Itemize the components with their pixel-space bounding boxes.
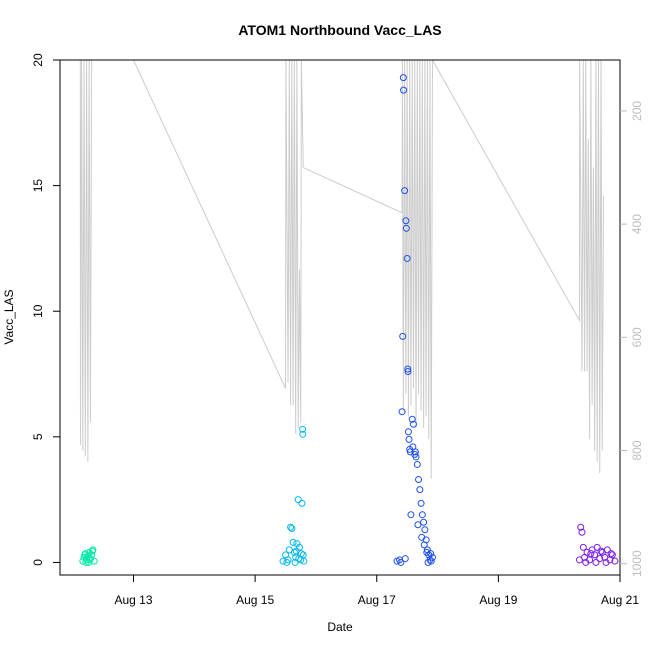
x-tick-label: Aug 15	[236, 593, 274, 607]
y2-axis: 200 400 600 800 1000	[620, 101, 644, 577]
line-series-layer	[79, 60, 605, 479]
data-point-series-2	[299, 430, 307, 438]
data-point-series-3	[407, 511, 415, 519]
y-tick-label: 5	[31, 433, 45, 440]
data-point-series-3	[412, 453, 420, 461]
data-point-series-3	[418, 533, 426, 541]
data-point-series-4	[587, 550, 595, 558]
data-point-series-2	[283, 558, 291, 566]
data-point-series-3	[428, 553, 436, 561]
data-point-series-3	[415, 476, 423, 484]
data-point-series-2	[294, 496, 302, 504]
data-point-series-3	[411, 448, 419, 456]
data-point-series-1	[81, 551, 89, 559]
y-axis: 0 5 10 15 20	[31, 53, 60, 566]
data-point-series-3	[401, 555, 409, 563]
data-point-series-2	[279, 557, 287, 565]
data-point-series-4	[608, 551, 616, 559]
data-point-series-4	[596, 555, 604, 563]
data-point-series-2	[288, 525, 296, 533]
data-point-series-3	[423, 548, 431, 556]
secondary-line-series	[79, 60, 605, 479]
plot-frame	[59, 59, 621, 576]
data-point-series-3	[421, 526, 429, 534]
data-point-series-4	[578, 528, 586, 536]
data-point-series-1	[85, 558, 93, 566]
data-point-series-2	[291, 558, 299, 566]
data-point-series-3	[405, 435, 413, 443]
data-point-series-3	[427, 557, 435, 565]
data-point-series-4	[603, 546, 611, 554]
data-point-series-1	[88, 547, 96, 555]
data-point-series-3	[420, 541, 428, 549]
data-point-series-3	[404, 368, 412, 376]
y-axis-label: Vacc_LAS	[2, 289, 16, 344]
x-axis: Aug 13 Aug 15 Aug 17 Aug 19 Aug 21	[114, 575, 639, 607]
data-point-series-4	[593, 543, 601, 551]
data-point-series-4	[591, 551, 599, 559]
y-tick-label: 15	[31, 179, 45, 193]
data-point-series-3	[417, 499, 425, 507]
data-point-series-3	[420, 518, 428, 526]
data-point-series-3	[414, 521, 422, 529]
data-point-series-3	[399, 332, 407, 340]
data-point-series-3	[418, 511, 426, 519]
data-point-series-3	[424, 558, 432, 566]
y-tick-label: 10	[31, 304, 45, 318]
point-series-layer	[79, 74, 619, 566]
data-point-series-3	[402, 224, 410, 232]
x-tick-label: Aug 21	[601, 593, 639, 607]
x-tick-label: Aug 19	[479, 593, 517, 607]
data-point-series-3	[402, 217, 410, 225]
data-point-series-3	[400, 86, 408, 94]
data-point-series-3	[408, 415, 416, 423]
data-point-series-4	[579, 543, 587, 551]
y2-tick-label: 400	[630, 214, 644, 234]
data-point-series-2	[287, 523, 295, 531]
data-point-series-4	[607, 550, 615, 558]
data-point-series-3	[416, 486, 424, 494]
data-point-series-2	[298, 499, 306, 507]
data-point-series-3	[427, 550, 435, 558]
data-point-series-3	[409, 420, 417, 428]
y2-tick-label: 1000	[630, 550, 644, 577]
y2-tick-label: 600	[630, 327, 644, 347]
x-axis-label: Date	[327, 620, 353, 634]
data-point-series-4	[602, 558, 610, 566]
data-point-series-3	[397, 558, 405, 566]
data-point-series-4	[577, 523, 585, 531]
data-point-series-4	[597, 547, 605, 555]
y2-tick-label: 200	[630, 101, 644, 121]
y-tick-label: 20	[31, 53, 45, 67]
data-point-series-2	[289, 538, 297, 546]
data-point-series-3	[401, 187, 409, 195]
y-tick-label: 0	[31, 559, 45, 566]
data-point-series-3	[399, 74, 407, 82]
data-point-series-3	[404, 428, 412, 436]
data-point-series-4	[592, 558, 600, 566]
x-tick-label: Aug 13	[114, 593, 152, 607]
data-point-series-3	[398, 408, 406, 416]
y2-tick-label: 800	[630, 440, 644, 460]
data-point-series-3	[403, 254, 411, 262]
data-point-series-3	[413, 460, 421, 468]
data-point-series-3	[404, 365, 412, 373]
data-point-series-2	[299, 425, 307, 433]
chart-title: ATOM1 Northbound Vacc_LAS	[238, 22, 441, 38]
data-point-series-4	[582, 558, 590, 566]
data-point-series-4	[611, 557, 619, 565]
data-point-series-2	[297, 550, 305, 558]
data-point-series-2	[285, 546, 293, 554]
x-tick-label: Aug 17	[358, 593, 396, 607]
